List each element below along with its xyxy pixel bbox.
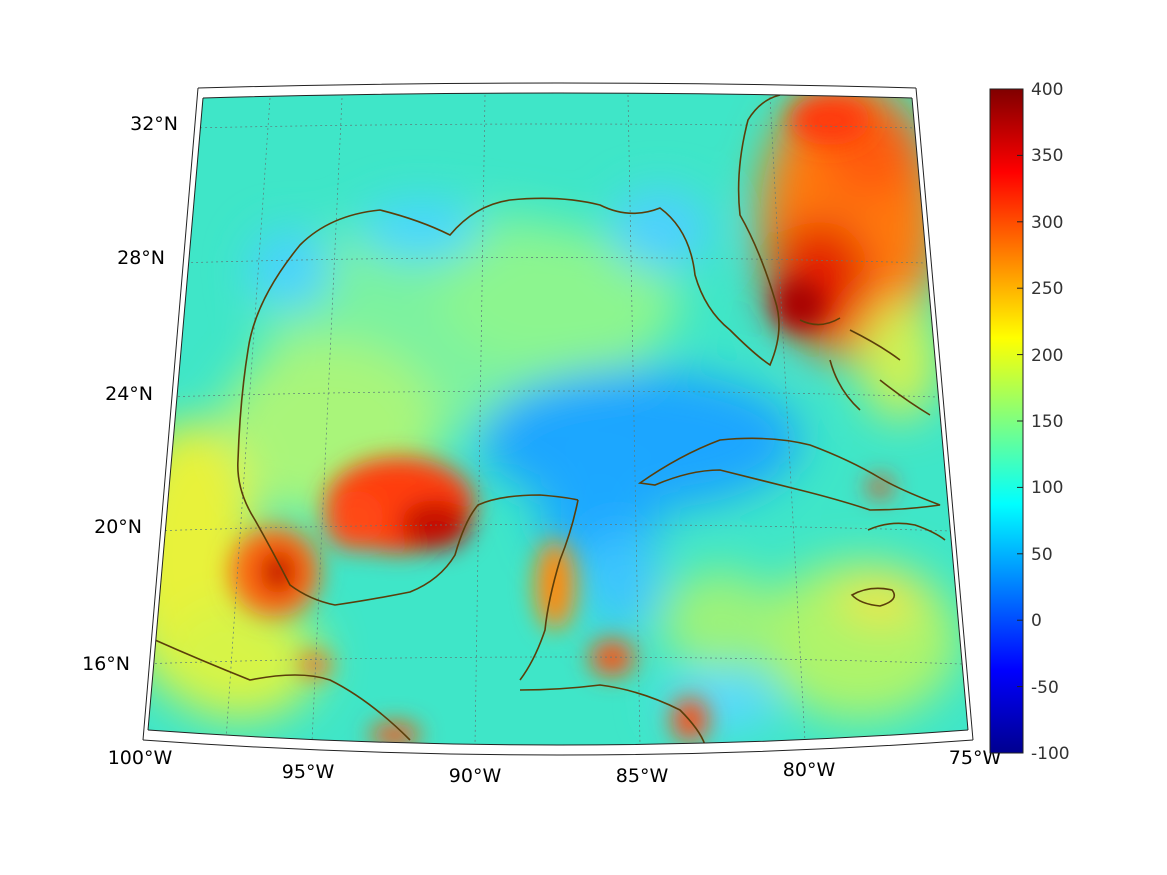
colorbar-label-50: 50 [1031, 545, 1053, 565]
colorbar-label-250: 250 [1031, 279, 1063, 299]
lon-tick-labels: 100°W 95°W 90°W 85°W 80°W 75°W [108, 747, 1002, 787]
lat-tick-32: 32°N [130, 113, 178, 135]
colorbar-label-minus-50: -50 [1031, 678, 1059, 698]
colorbar-label-minus-100: -100 [1031, 744, 1070, 764]
lon-tick-75: 75°W [949, 747, 1002, 769]
lon-tick-90: 90°W [449, 765, 502, 787]
lat-tick-24: 24°N [105, 383, 153, 405]
data-field [148, 93, 968, 745]
map-frame [142, 82, 974, 756]
colorbar-label-200: 200 [1031, 346, 1063, 366]
lat-tick-28: 28°N [117, 247, 165, 269]
colorbar: 400 350 300 250 200 150 100 50 0 -50 -10… [989, 80, 1070, 764]
colorbar-label-0: 0 [1031, 611, 1042, 631]
colorbar-label-150: 150 [1031, 412, 1063, 432]
colorbar-label-300: 300 [1031, 213, 1063, 233]
colorbar-label-350: 350 [1031, 146, 1063, 166]
lat-tick-labels: 32°N 28°N 24°N 20°N 16°N [82, 113, 178, 675]
lon-tick-85: 85°W [616, 765, 669, 787]
graticule [148, 94, 963, 745]
lat-tick-20: 20°N [94, 516, 142, 538]
coastlines [154, 94, 946, 745]
colorbar-label-400: 400 [1031, 80, 1063, 100]
colorbar-ticks [1017, 88, 1023, 688]
lat-tick-16: 16°N [82, 653, 130, 675]
lon-tick-80: 80°W [783, 759, 836, 781]
colorbar-label-100: 100 [1031, 478, 1063, 498]
lon-tick-95: 95°W [282, 761, 335, 783]
lon-tick-100: 100°W [108, 747, 173, 769]
